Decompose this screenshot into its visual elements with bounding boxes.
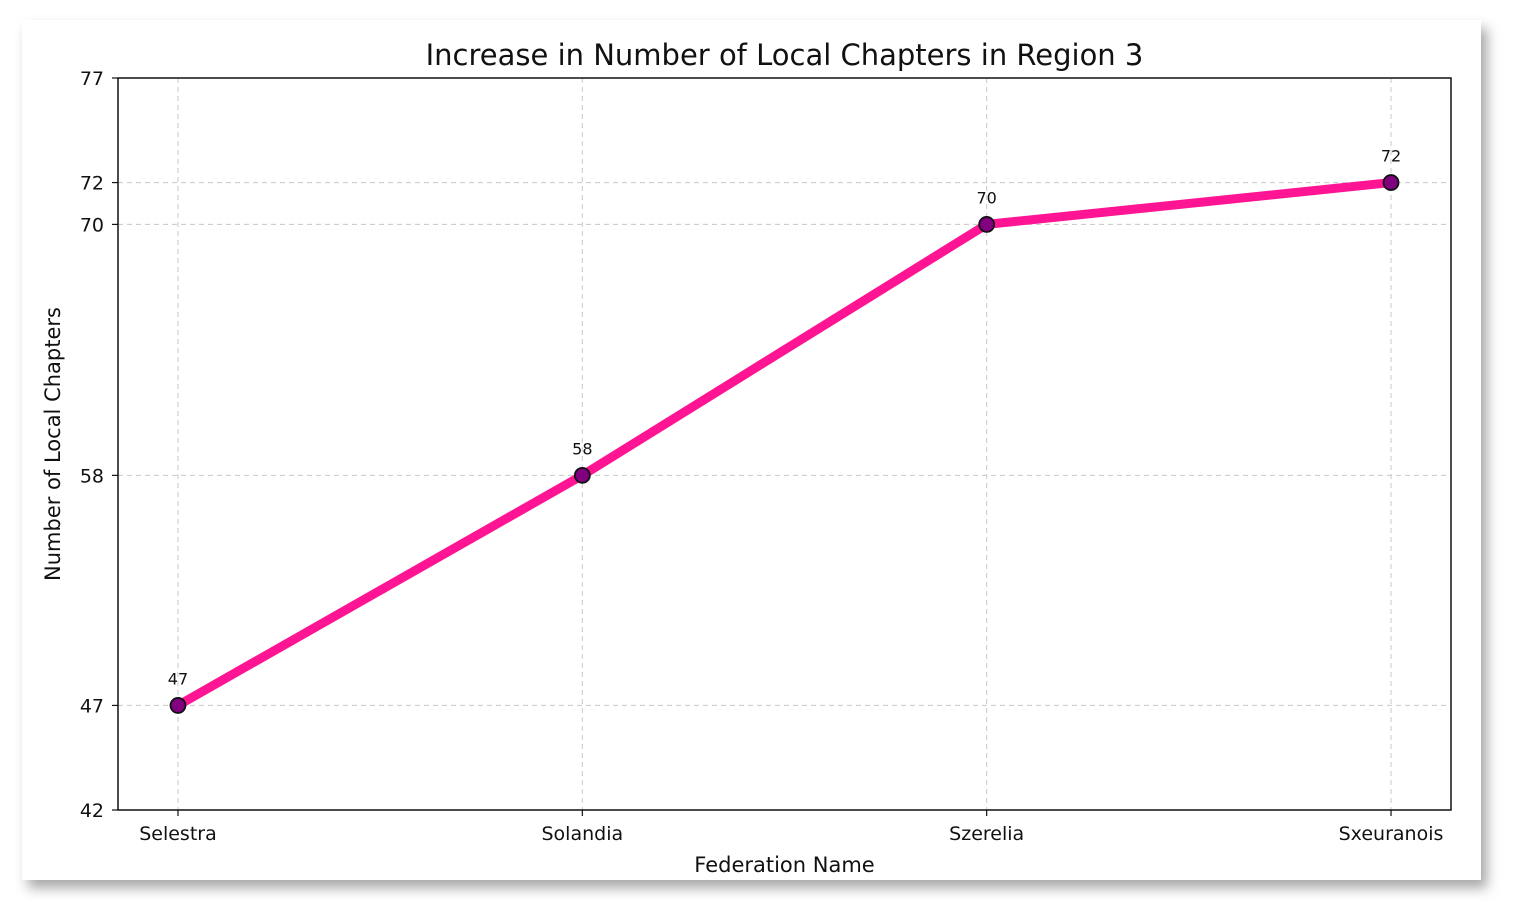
y-tick-label: 72	[80, 173, 104, 195]
y-tick-label: 42	[80, 800, 104, 822]
data-labels: 47 58 70 72	[168, 147, 1401, 689]
x-tick-label: Szerelia	[949, 823, 1024, 845]
series-layer	[173, 178, 1396, 710]
data-point-marker	[169, 697, 187, 714]
data-point-marker	[978, 215, 996, 233]
data-point-marker	[573, 466, 591, 484]
data-value-label: 72	[1381, 147, 1401, 166]
data-value-label: 58	[572, 439, 592, 458]
y-tick-label: 47	[80, 695, 104, 717]
data-value-label: 47	[168, 669, 188, 688]
plot-frame	[117, 77, 1452, 811]
y-tick-label: 70	[80, 214, 104, 236]
x-tick-label: Solandia	[542, 823, 624, 845]
data-point-marker	[1382, 174, 1400, 191]
x-tick-label: Selestra	[139, 823, 217, 845]
axis-ticks: 42 47 58 70 72 77 Selestra Solandia Szerelia Sxeu…	[80, 68, 1444, 845]
series-line	[173, 178, 1396, 710]
y-axis-label: Number of Local Chapters	[41, 307, 65, 581]
chart-card: Increase in Number of Local Chapters in …	[22, 20, 1481, 880]
data-markers	[169, 174, 1400, 714]
x-tick-label: Sxeuranois	[1339, 823, 1444, 845]
y-tick-label: 77	[80, 68, 104, 90]
line-chart: Increase in Number of Local Chapters in …	[41, 38, 1452, 877]
y-tick-label: 58	[80, 465, 104, 487]
data-value-label: 70	[976, 188, 996, 207]
chart-title: Increase in Number of Local Chapters in …	[426, 38, 1144, 72]
x-axis-label: Federation Name	[694, 853, 874, 877]
grid	[118, 77, 1451, 811]
